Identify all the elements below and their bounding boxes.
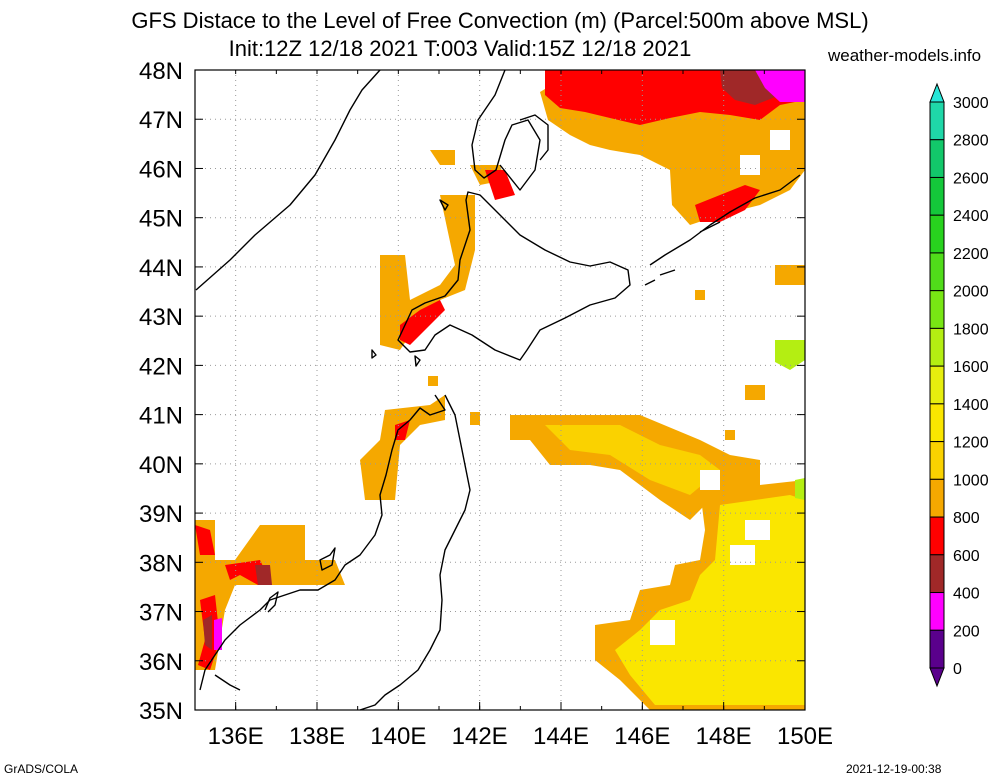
field-magenta-honshu-west	[214, 618, 222, 650]
lat-label: 40N	[139, 452, 183, 479]
lat-label: 45N	[139, 206, 183, 233]
lat-label: 39N	[139, 501, 183, 528]
colorbar-label: 3000	[953, 95, 989, 112]
colorbar-bin	[929, 290, 945, 329]
chart-title: GFS Distace to the Level of Free Convect…	[131, 8, 869, 33]
lon-label: 138E	[289, 723, 345, 750]
colorbar-label: 1600	[953, 359, 989, 376]
colorbar-label: 1400	[953, 397, 989, 414]
colorbar-bin	[929, 101, 945, 141]
coast-hokkaido	[397, 191, 631, 361]
field-green-east2	[795, 478, 805, 500]
colorbar-label: 2400	[953, 208, 989, 225]
colorbar-bin	[929, 327, 945, 367]
colorbar-label: 200	[953, 623, 980, 640]
footer-timestamp: 2021-12-19-00:38	[846, 762, 942, 776]
lat-label: 38N	[139, 550, 183, 577]
colorbar-bottom-arrow	[929, 667, 945, 688]
lon-label: 144E	[533, 723, 589, 750]
colorbar-bin	[929, 554, 945, 594]
colorbar-label: 2000	[953, 284, 989, 301]
lon-label: 140E	[370, 723, 426, 750]
lat-label: 43N	[139, 304, 183, 331]
colorbar-bin	[929, 403, 945, 443]
coast-sakhalin-east	[519, 114, 549, 161]
lat-label: 44N	[139, 255, 183, 282]
coast-tohoku	[269, 394, 446, 601]
lat-label: 36N	[139, 649, 183, 676]
colorbar: 3000280026002400220020001800160014001200…	[929, 82, 989, 688]
coast-small-islands	[371, 199, 449, 367]
lat-label: 37N	[139, 600, 183, 627]
field-brown-honshu-west	[203, 565, 272, 650]
colorbar-bin	[929, 478, 945, 518]
longitude-labels: 136E 138E 140E 142E 144E 146E 148E 150E	[208, 723, 833, 750]
coast-honshu-west	[199, 599, 271, 691]
lon-label: 146E	[614, 723, 670, 750]
colorbar-label: 1800	[953, 321, 989, 338]
latitude-labels: 48N 47N 46N 45N 44N 43N 42N 41N 40N 39N 38N 37N 36N 3…	[139, 58, 183, 725]
footer-software: GrADS/COLA	[4, 762, 79, 776]
coast-noto	[264, 591, 279, 613]
coast-kuril-islands	[644, 174, 801, 286]
field-yellow-southeast	[615, 495, 805, 705]
lat-label: 46N	[139, 156, 183, 183]
colorbar-bin	[929, 365, 945, 405]
colorbar-label: 2600	[953, 170, 989, 187]
lon-label: 136E	[208, 723, 264, 750]
colorbar-label: 400	[953, 586, 980, 603]
colorbar-bin	[929, 214, 945, 254]
field-shading	[195, 70, 805, 710]
lat-label: 42N	[139, 353, 183, 380]
axis-ticks	[194, 69, 806, 711]
field-orange-tohoku	[360, 395, 445, 500]
field-orange-east-patches	[428, 265, 805, 440]
chart-subtitle: Init:12Z 12/18 2021 T:003 Valid:15Z 12/1…	[228, 36, 692, 61]
coastline	[195, 69, 801, 711]
lat-label: 41N	[139, 403, 183, 430]
colorbar-top-arrow	[929, 82, 945, 103]
lat-label: 47N	[139, 107, 183, 134]
map-frame	[194, 69, 806, 711]
coast-tohoku-east	[359, 394, 471, 711]
colorbar-label: 600	[953, 548, 980, 565]
colorbar-label: 1200	[953, 435, 989, 452]
colorbar-bin	[929, 592, 945, 631]
lat-label: 48N	[139, 58, 183, 85]
colorbar-label: 1000	[953, 472, 989, 489]
lon-label: 150E	[777, 723, 833, 750]
lat-label: 35N	[139, 698, 183, 725]
field-red-hokkaido-west	[400, 300, 445, 345]
site-credit: weather-models.info	[828, 46, 982, 65]
field-green-east	[775, 340, 805, 370]
colorbar-bin	[929, 176, 945, 216]
colorbar-label: 800	[953, 510, 980, 527]
colorbar-bin	[929, 629, 945, 669]
colorbar-bin	[929, 252, 945, 292]
coast-sakhalin	[471, 69, 541, 191]
field-orange-hokkaido-west	[380, 195, 475, 350]
coast-mainland-asia	[195, 69, 381, 291]
colorbar-bin	[929, 516, 945, 556]
colorbar-label: 0	[953, 661, 962, 678]
field-red-kuril	[695, 185, 760, 222]
colorbar-label: 2200	[953, 246, 989, 263]
field-yellow-pacific-band	[545, 425, 720, 495]
field-red-sakhalin	[485, 170, 515, 200]
field-magenta-north	[755, 70, 805, 102]
lon-label: 148E	[696, 723, 752, 750]
colorbar-label: 2800	[953, 133, 989, 150]
colorbar-bin	[929, 441, 945, 480]
coast-sado	[319, 547, 336, 571]
colorbar-bin	[929, 139, 945, 178]
lon-label: 142E	[452, 723, 508, 750]
